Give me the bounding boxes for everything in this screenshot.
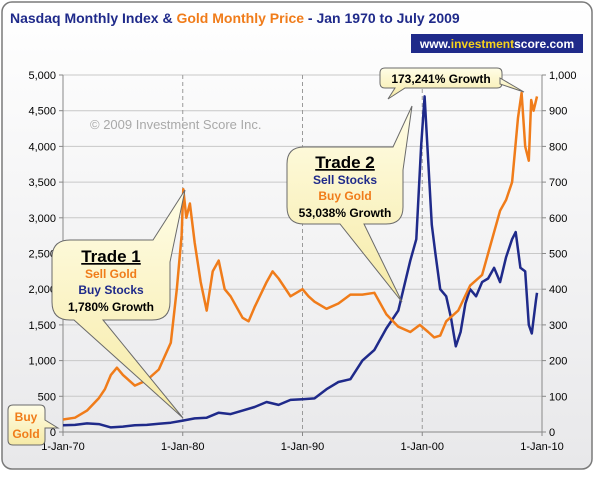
watermark: © 2009 Investment Score Inc. — [90, 117, 261, 132]
chart-title-part-0: Nasdaq Monthly Index — [10, 10, 159, 26]
growth-callout: 173,241% Growth — [379, 67, 525, 100]
chart-title-part-3: - Jan 1970 to July 2009 — [304, 10, 460, 26]
right-tick-label: 500 — [549, 249, 567, 261]
left-tick-label: 5,000 — [28, 70, 56, 82]
buy-gold-callout: Buy Gold — [7, 404, 60, 446]
trade2-callout: Trade 2 Sell Stocks Buy Gold 53,038% Gro… — [286, 105, 413, 303]
right-tick-label: 300 — [549, 320, 567, 332]
trade2-title: Trade 2 — [315, 153, 375, 172]
left-tick-label: 3,000 — [28, 213, 56, 225]
buy-gold-callout-bubble — [7, 404, 60, 446]
series-line-0 — [62, 95, 539, 429]
trade2-line1: Sell Stocks — [313, 173, 377, 187]
right-tick-label: 700 — [549, 177, 567, 189]
right-tick-label: 0 — [549, 427, 555, 439]
left-axis-tick-labels: 0 500 1,000 1,500 2,000 2,500 3,000 3,500 4,000 4… — [28, 70, 63, 439]
x-tick-label: 1-Jan-10 — [520, 441, 563, 453]
chart-background — [1, 1, 593, 470]
left-tick-label: 1,000 — [28, 356, 56, 368]
growth-callout-pointer — [499, 77, 525, 93]
x-tick-label: 1-Jan-90 — [281, 441, 324, 453]
chart-title-part-1: & — [159, 10, 177, 26]
right-axis-tick-labels: 0 100 200 300 400 500 600 700 800 900 1,000 — [542, 70, 577, 439]
x-axis-tick-labels: 1-Jan-70 1-Jan-80 1-Jan-90 1-Jan-00 1-Jan-10 — [41, 432, 564, 453]
left-tick-label: 2,500 — [28, 249, 56, 261]
growth-label: 173,241% Growth — [391, 72, 490, 86]
site-badge-part-0: www. — [419, 37, 451, 51]
right-tick-label: 1,000 — [549, 70, 577, 82]
trade1-line1: Sell Gold — [85, 267, 137, 281]
right-tick-label: 400 — [549, 284, 567, 296]
left-tick-label: 3,500 — [28, 177, 56, 189]
site-badge-part-2: score.com — [514, 37, 574, 51]
site-badge-part-1: investment — [451, 37, 514, 51]
x-tick-label: 1-Jan-80 — [161, 441, 204, 453]
trade1-line3: 1,780% Growth — [68, 300, 154, 314]
chart-title: Nasdaq Monthly Index & Gold Monthly Pric… — [10, 10, 460, 26]
trade2-callout-bubble — [286, 105, 413, 303]
growth-callout-bubble — [379, 67, 503, 100]
site-badge-background — [411, 34, 583, 53]
right-tick-label: 600 — [549, 213, 567, 225]
left-tick-label: 0 — [50, 427, 56, 439]
left-tick-label: 4,500 — [28, 106, 56, 118]
chart-title-part-2: Gold Monthly Price — [176, 10, 304, 26]
x-tick-label: 1-Jan-00 — [401, 441, 444, 453]
trade1-callout-bubble — [51, 189, 186, 419]
x-tick-label: 1-Jan-70 — [41, 441, 84, 453]
site-badge: www.investmentscore.com — [411, 34, 583, 53]
buy-gold-line1: Buy — [15, 410, 38, 424]
site-badge-text: www.investmentscore.com — [419, 37, 574, 51]
right-tick-label: 900 — [549, 106, 567, 118]
trade1-line2: Buy Stocks — [78, 283, 144, 297]
trade1-callout: Trade 1 Sell Gold Buy Stocks 1,780% Grow… — [51, 189, 186, 419]
left-tick-label: 1,500 — [28, 320, 56, 332]
trade1-title: Trade 1 — [81, 247, 141, 266]
trade2-line3: 53,038% Growth — [299, 206, 392, 220]
left-tick-label: 4,000 — [28, 141, 56, 153]
trade2-line2: Buy Gold — [318, 189, 371, 203]
left-tick-label: 2,000 — [28, 284, 56, 296]
series-line-1 — [62, 91, 539, 421]
right-tick-label: 100 — [549, 391, 567, 403]
series-group — [62, 91, 539, 429]
left-tick-label: 500 — [38, 391, 56, 403]
right-tick-label: 800 — [549, 141, 567, 153]
right-tick-label: 200 — [549, 356, 567, 368]
buy-gold-line2: Gold — [12, 427, 39, 441]
